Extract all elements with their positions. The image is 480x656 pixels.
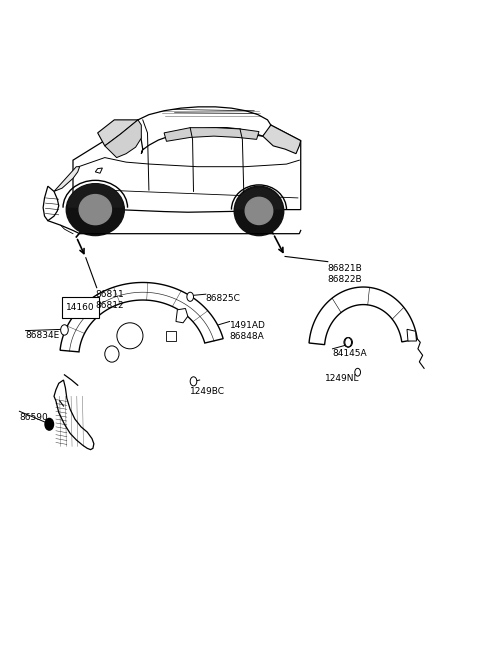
Circle shape [60, 325, 68, 335]
Polygon shape [73, 120, 301, 213]
Ellipse shape [344, 337, 352, 347]
Polygon shape [68, 184, 123, 208]
Polygon shape [309, 287, 417, 344]
Polygon shape [60, 283, 223, 352]
Text: 86834E: 86834E [25, 331, 60, 340]
Polygon shape [54, 380, 94, 449]
Text: 14160: 14160 [66, 303, 95, 312]
Polygon shape [54, 167, 80, 192]
Polygon shape [176, 308, 188, 323]
Text: 1491AD
86848A: 1491AD 86848A [229, 321, 265, 341]
Ellipse shape [79, 195, 111, 224]
Polygon shape [235, 188, 283, 210]
Polygon shape [97, 120, 138, 146]
Polygon shape [164, 128, 259, 141]
Ellipse shape [234, 186, 284, 236]
Circle shape [345, 338, 351, 347]
Circle shape [187, 292, 193, 301]
Circle shape [355, 368, 360, 376]
Circle shape [45, 419, 54, 430]
Text: 86825C: 86825C [206, 294, 240, 303]
Circle shape [345, 338, 351, 347]
Polygon shape [43, 186, 59, 220]
Text: 1249BC: 1249BC [190, 386, 225, 396]
Polygon shape [105, 120, 141, 157]
FancyBboxPatch shape [62, 297, 99, 318]
Ellipse shape [66, 184, 124, 236]
Polygon shape [167, 331, 176, 341]
Text: 86821B
86822B: 86821B 86822B [328, 264, 362, 283]
Ellipse shape [117, 323, 143, 349]
Text: 1249NL: 1249NL [325, 373, 360, 382]
Ellipse shape [245, 197, 273, 224]
Text: 84145A: 84145A [333, 349, 367, 358]
Text: 86811
86812: 86811 86812 [96, 290, 124, 310]
Polygon shape [407, 329, 417, 341]
Circle shape [190, 377, 197, 386]
Polygon shape [96, 168, 102, 173]
Polygon shape [63, 302, 72, 310]
Ellipse shape [105, 346, 119, 362]
Polygon shape [263, 125, 301, 154]
Text: 86590: 86590 [19, 413, 48, 422]
Polygon shape [138, 107, 271, 154]
